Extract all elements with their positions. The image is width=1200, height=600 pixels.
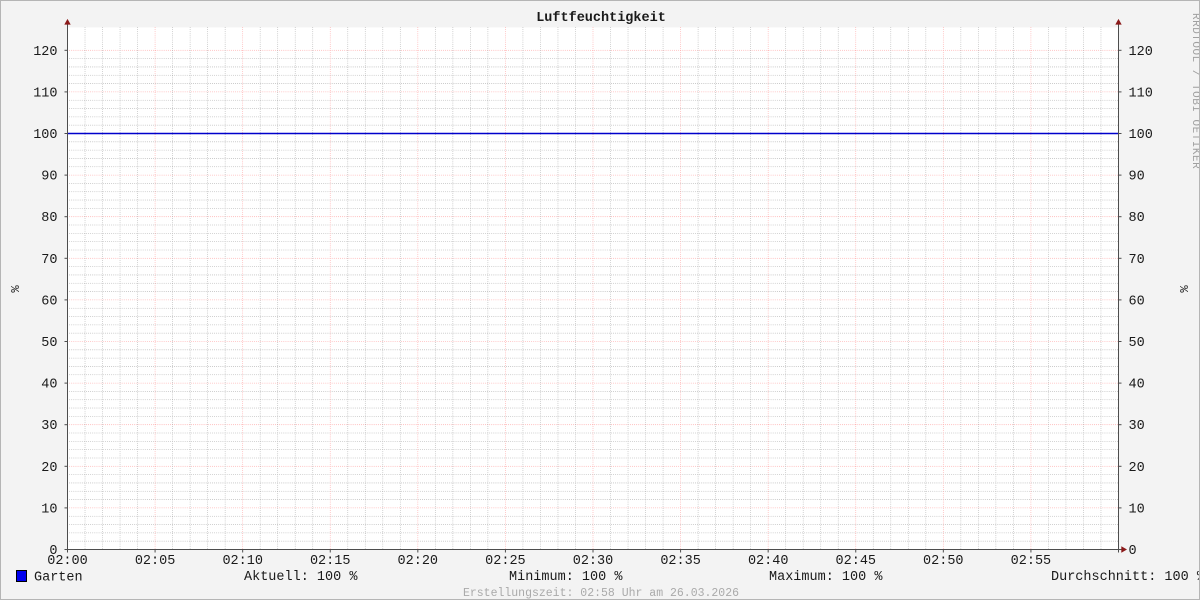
svg-text:RRDTOOL / TOBI OETIKER: RRDTOOL / TOBI OETIKER	[1189, 13, 1200, 169]
svg-text:02:00: 02:00	[47, 554, 88, 569]
svg-text:02:15: 02:15	[310, 554, 351, 569]
svg-text:80: 80	[1129, 211, 1145, 226]
svg-text:50: 50	[41, 336, 57, 351]
svg-text:110: 110	[33, 86, 57, 101]
svg-text:02:35: 02:35	[660, 554, 701, 569]
svg-text:30: 30	[41, 419, 57, 434]
svg-text:%: %	[7, 285, 21, 293]
svg-text:70: 70	[1129, 253, 1145, 268]
svg-text:02:05: 02:05	[135, 554, 176, 569]
svg-text:02:30: 02:30	[573, 554, 614, 569]
svg-text:30: 30	[1129, 419, 1145, 434]
svg-text:%: %	[1176, 285, 1190, 293]
svg-text:50: 50	[1129, 336, 1145, 351]
svg-text:40: 40	[41, 378, 57, 393]
svg-text:70: 70	[41, 253, 57, 268]
svg-text:60: 60	[1129, 294, 1145, 309]
svg-text:90: 90	[1129, 170, 1145, 185]
svg-text:120: 120	[1129, 45, 1153, 60]
svg-text:40: 40	[1129, 378, 1145, 393]
svg-text:10: 10	[41, 502, 57, 517]
svg-text:120: 120	[33, 45, 57, 60]
svg-text:02:40: 02:40	[748, 554, 789, 569]
svg-text:02:10: 02:10	[222, 554, 263, 569]
svg-text:80: 80	[41, 211, 57, 226]
svg-text:02:50: 02:50	[923, 554, 964, 569]
svg-text:02:25: 02:25	[485, 554, 526, 569]
svg-text:60: 60	[41, 294, 57, 309]
svg-text:0: 0	[1129, 544, 1137, 559]
svg-text:02:55: 02:55	[1011, 554, 1052, 569]
svg-text:100: 100	[1129, 128, 1153, 143]
svg-text:20: 20	[1129, 461, 1145, 476]
svg-text:90: 90	[41, 170, 57, 185]
svg-text:10: 10	[1129, 502, 1145, 517]
svg-text:02:45: 02:45	[836, 554, 877, 569]
svg-text:110: 110	[1129, 86, 1153, 101]
svg-text:02:20: 02:20	[398, 554, 439, 569]
svg-text:20: 20	[41, 461, 57, 476]
svg-text:100: 100	[33, 128, 57, 143]
